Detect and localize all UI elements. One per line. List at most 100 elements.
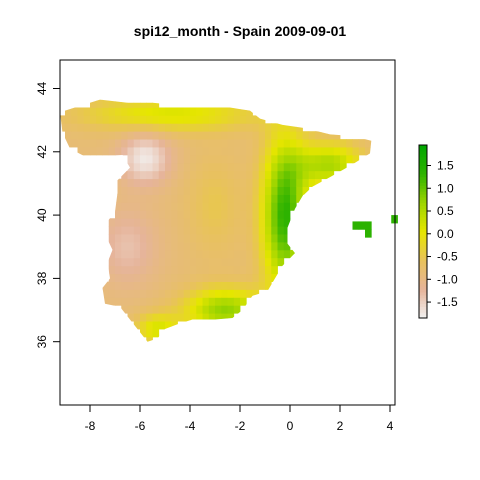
heatmap-cell — [283, 139, 291, 148]
x-tick-label: 2 — [337, 419, 344, 433]
heatmap-cell — [152, 289, 160, 298]
heatmap-cell — [127, 257, 135, 267]
heatmap-cell — [258, 186, 266, 195]
colorbar-segment — [419, 274, 427, 279]
y-tick-label: 36 — [35, 335, 49, 349]
heatmap-cell — [252, 147, 260, 156]
heatmap-cell — [127, 115, 135, 124]
heatmap-cell — [246, 154, 253, 164]
heatmap-cell — [196, 297, 203, 306]
heatmap-cell — [190, 297, 197, 306]
heatmap-cell — [152, 329, 160, 338]
heatmap-cells — [60, 99, 372, 342]
heatmap-cell — [196, 131, 203, 140]
colorbar-segment — [419, 240, 427, 244]
heatmap-cell — [165, 123, 172, 132]
heatmap-cell — [290, 202, 297, 211]
colorbar-segment — [419, 194, 427, 198]
heatmap-cell — [271, 210, 278, 219]
heatmap-cell — [233, 107, 241, 116]
heatmap-cell — [252, 186, 260, 195]
heatmap-cell — [202, 123, 210, 132]
colorbar-segment — [419, 260, 427, 264]
heatmap-cell — [227, 178, 235, 187]
heatmap-cell — [340, 154, 347, 164]
heatmap-cell — [221, 123, 228, 132]
colorbar-segment — [419, 283, 427, 287]
heatmap-cell — [208, 131, 216, 140]
heatmap-cell — [177, 313, 185, 322]
heatmap-cell — [327, 139, 335, 148]
heatmap-cell — [296, 170, 303, 180]
heatmap-cell — [152, 115, 160, 124]
heatmap-cell — [271, 147, 278, 156]
y-tick-label: 44 — [35, 81, 49, 95]
heatmap-cell — [208, 218, 216, 227]
heatmap-cell — [146, 115, 153, 124]
heatmap-cell — [208, 154, 216, 164]
heatmap-cell — [227, 194, 235, 203]
colorbar-segment — [419, 185, 427, 189]
heatmap-cell — [146, 218, 153, 227]
heatmap-cell — [202, 281, 210, 290]
heatmap-cell — [146, 313, 153, 322]
heatmap-cell — [202, 218, 210, 227]
heatmap-cell — [196, 107, 203, 116]
heatmap-cell — [227, 162, 235, 172]
heatmap-cell — [221, 178, 228, 187]
heatmap-cell — [283, 202, 291, 211]
heatmap-cell — [208, 249, 216, 259]
heatmap-cell — [271, 162, 278, 172]
heatmap-cell — [227, 265, 235, 275]
heatmap-cell — [240, 234, 247, 243]
heatmap-cell — [165, 154, 172, 164]
heatmap-cell — [190, 139, 197, 148]
heatmap-cell — [183, 139, 191, 148]
colorbar-tick-label: -0.5 — [437, 250, 458, 264]
heatmap-cell — [283, 218, 291, 227]
heatmap-cell — [196, 194, 203, 203]
heatmap-cell — [233, 265, 241, 275]
heatmap-cell — [140, 297, 147, 306]
heatmap-cell — [227, 305, 235, 314]
heatmap-cell — [258, 194, 266, 203]
heatmap-cell — [258, 154, 266, 164]
colorbar-segment — [419, 188, 427, 192]
heatmap-cell — [215, 226, 222, 235]
heatmap-cell — [152, 265, 160, 275]
heatmap-cell — [233, 194, 241, 203]
heatmap-cell — [121, 234, 128, 243]
heatmap-cell — [265, 281, 272, 290]
heatmap-cell — [246, 226, 253, 235]
colorbar-segment — [419, 159, 427, 163]
y-axis: 36 38 40 42 44 — [35, 81, 61, 349]
heatmap-cell — [221, 257, 228, 267]
heatmap-cell — [283, 154, 291, 164]
heatmap-cell — [215, 273, 222, 282]
heatmap-cell — [96, 115, 103, 124]
heatmap-cell — [302, 178, 310, 187]
heatmap-cell — [233, 162, 241, 172]
heatmap-cell — [127, 234, 135, 243]
heatmap-cell — [165, 257, 172, 267]
heatmap-cell — [240, 170, 247, 180]
heatmap-cell — [146, 202, 153, 211]
heatmap-cell — [227, 170, 235, 180]
heatmap-cell — [302, 154, 310, 164]
heatmap-cell — [365, 139, 372, 148]
x-tick-label: 4 — [387, 419, 394, 433]
heatmap-cell — [240, 249, 247, 259]
heatmap-cell — [171, 147, 178, 156]
heatmap-cell — [177, 297, 185, 306]
heatmap-cell — [202, 313, 210, 322]
heatmap-cell — [271, 186, 278, 195]
heatmap-cell — [246, 210, 253, 219]
heatmap-cell — [140, 281, 147, 290]
heatmap-cell — [227, 139, 235, 148]
heatmap-cell — [277, 131, 285, 140]
heatmap-cell — [277, 154, 285, 164]
colorbar-segment — [419, 205, 427, 209]
heatmap-cell — [152, 281, 160, 290]
heatmap-cell — [146, 329, 153, 338]
heatmap-cell — [308, 139, 316, 148]
